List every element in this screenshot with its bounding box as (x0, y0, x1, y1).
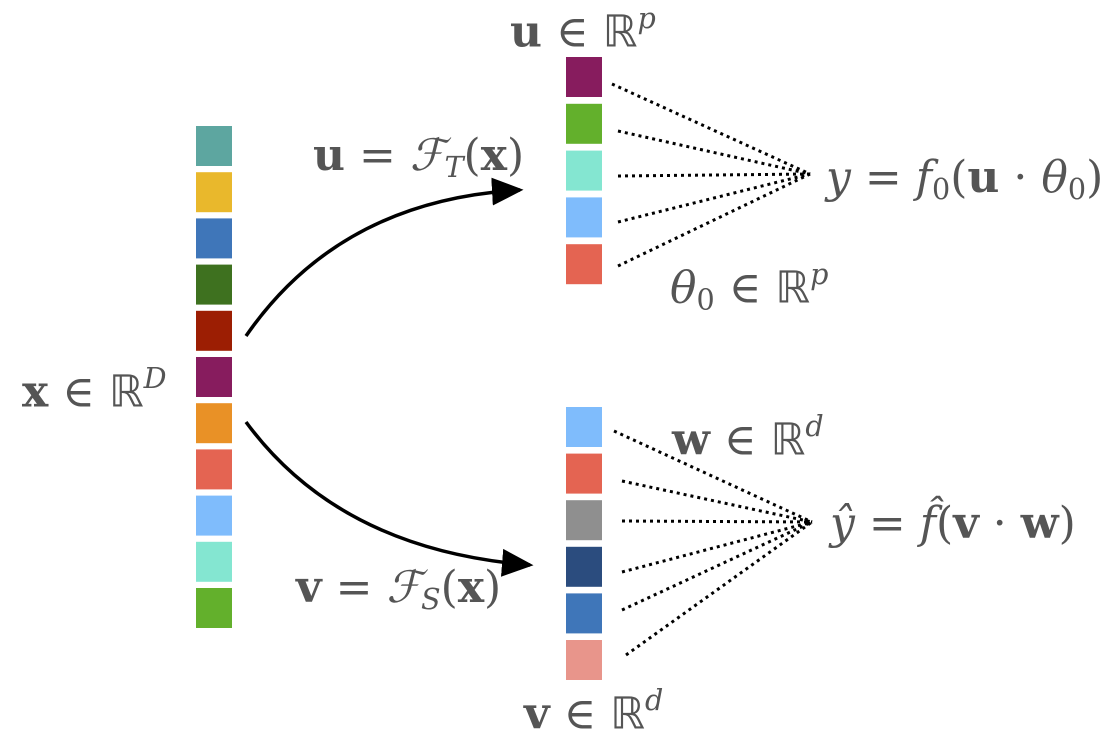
x-vector-cell (196, 126, 232, 166)
u-vector-cell (566, 244, 602, 285)
u-vector (566, 57, 602, 285)
teacher-output-label: y = f0(u · θ0) (826, 152, 1104, 207)
v-vector-cell (566, 640, 602, 680)
teacher-readout-line (617, 129, 811, 176)
x-vector-cell (196, 403, 232, 444)
student-readout-lines (613, 429, 813, 657)
teacher-readout-line (617, 172, 811, 178)
student-map-arrow (244, 420, 534, 577)
x-vector (196, 126, 232, 628)
teacher-readout-line (617, 172, 811, 268)
u-vector-cell (566, 103, 602, 144)
x-vector-cell (196, 449, 232, 490)
x-vector-cell (196, 264, 232, 305)
theta-space-label: θ0 ∈ ℝp (670, 257, 829, 317)
student-readout-line (613, 429, 813, 524)
x-vector-cell (196, 495, 232, 536)
u-vector-cell (566, 197, 602, 238)
x-vector-cell (196, 588, 232, 628)
teacher-readout-lines (611, 82, 811, 268)
student-readout-line (625, 520, 813, 657)
v-vector-cell (566, 546, 602, 587)
x-vector-cell (196, 541, 232, 582)
student-readout-line (621, 520, 813, 574)
teacher-map-arrow (244, 177, 524, 337)
u-vector-cell (566, 57, 602, 97)
student-map-label: v = ℱS(x) (296, 562, 502, 617)
v-vector-cell (566, 593, 602, 634)
student-readout-line (621, 479, 813, 524)
v-vector-cell (566, 500, 602, 541)
x-vector-cell (196, 218, 232, 259)
teacher-readout-line (611, 82, 811, 176)
w-space-label: w ∈ ℝd (672, 409, 824, 466)
student-output-label: ŷ = f̂(v · w) (830, 498, 1076, 549)
x-vector-cell (196, 172, 232, 213)
x-vector-cell (196, 310, 232, 351)
x-space-label: x ∈ ℝD (22, 361, 167, 418)
student-readout-line (621, 519, 813, 524)
u-space-label: u ∈ ℝp (510, 1, 656, 58)
v-vector (566, 407, 602, 680)
teacher-readout-line (617, 172, 811, 224)
v-space-label: v ∈ ℝd (524, 683, 664, 740)
u-vector-cell (566, 150, 602, 191)
v-vector-cell (566, 453, 602, 494)
teacher-map-label: u = ℱT(x) (313, 130, 525, 185)
v-vector-cell (566, 407, 602, 447)
x-vector-cell (196, 357, 232, 397)
